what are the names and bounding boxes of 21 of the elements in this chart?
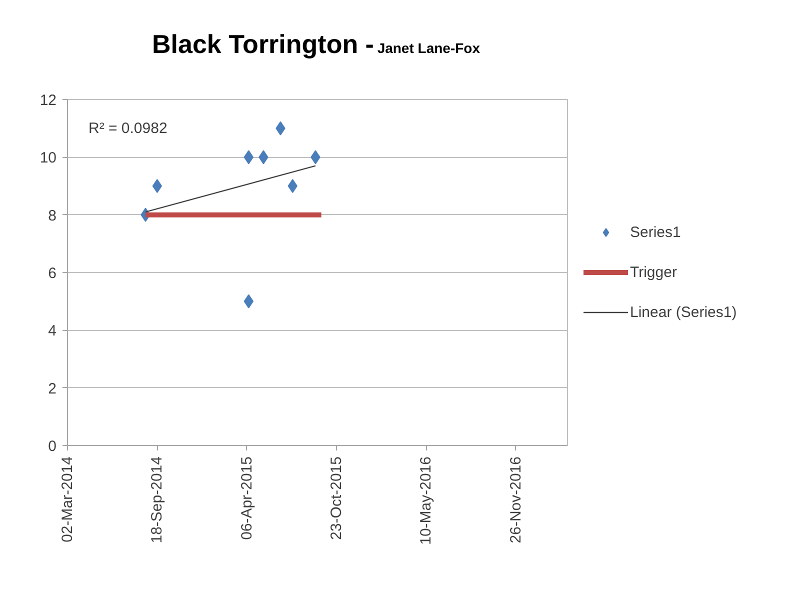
x-tick-label: 02-Mar-2014	[59, 456, 76, 542]
point	[288, 179, 298, 193]
x-tick-label: 06-Apr-2015	[238, 456, 256, 540]
chart-title: Black Torrington -	[152, 29, 374, 59]
x-tick-label: 26-Nov-2016	[507, 456, 524, 544]
y-tick-label: 4	[48, 322, 56, 340]
chart-subtitle: Janet Lane-Fox	[377, 40, 480, 56]
legend-label: Linear (Series1)	[630, 302, 737, 322]
x-tick-label: 23-Oct-2015	[328, 456, 346, 540]
legend-label: Series1	[630, 222, 681, 242]
x-tick-label: 18-Sep-2014	[148, 456, 166, 544]
legend-label: Trigger	[630, 262, 677, 282]
point	[152, 179, 162, 193]
y-tick-label: 2	[48, 380, 56, 398]
y-tick-label: 12	[40, 92, 57, 109]
x-tick-label: 10-May-2016	[418, 456, 435, 545]
y-tick-label: 6	[48, 265, 56, 282]
y-tick-label: 10	[40, 150, 57, 167]
annotation: R² = 0.0982	[88, 120, 168, 138]
y-tick-label: 8	[48, 207, 56, 224]
y-tick-label: 0	[48, 438, 56, 455]
